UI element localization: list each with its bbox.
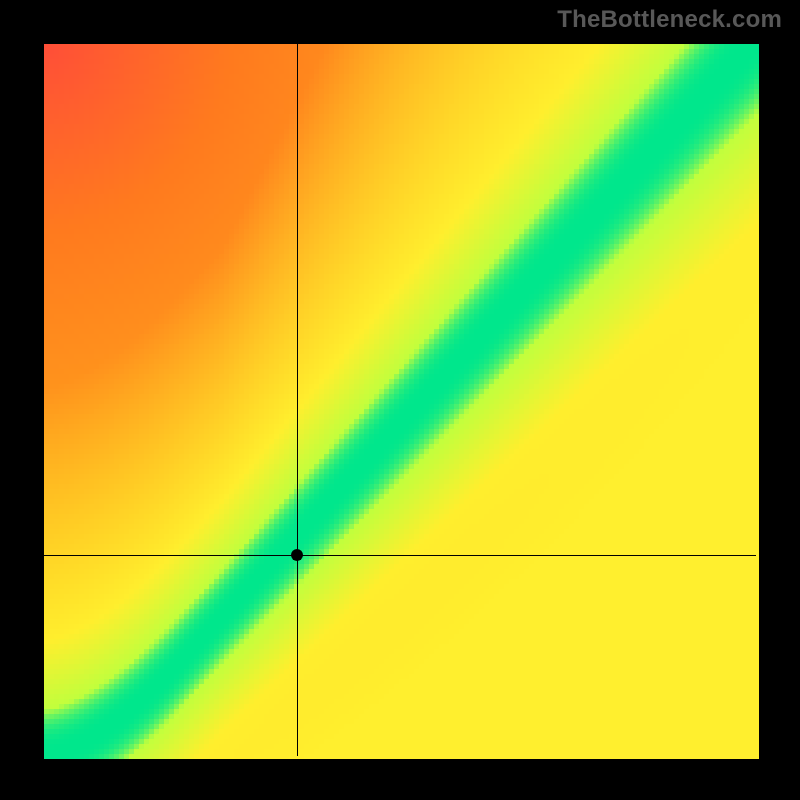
watermark-text: TheBottleneck.com (557, 6, 782, 34)
chart-container: TheBottleneck.com (0, 0, 800, 800)
heatmap-canvas (0, 0, 800, 800)
